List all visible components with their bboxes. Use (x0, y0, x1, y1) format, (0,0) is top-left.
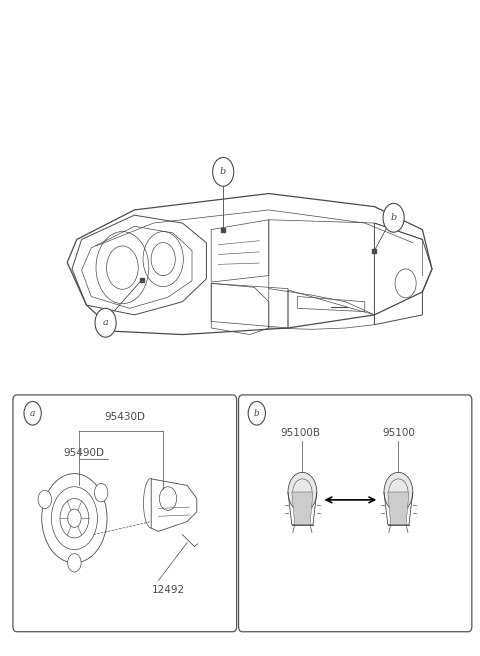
Circle shape (248, 401, 265, 425)
Text: 95100B: 95100B (280, 428, 320, 438)
Text: b: b (220, 167, 227, 176)
Circle shape (384, 472, 413, 512)
Text: b: b (390, 213, 397, 222)
Circle shape (68, 554, 81, 572)
Circle shape (213, 157, 234, 186)
Polygon shape (292, 492, 313, 525)
Text: 95490D: 95490D (63, 447, 105, 458)
Circle shape (24, 401, 41, 425)
Polygon shape (388, 492, 409, 525)
Text: a: a (103, 318, 108, 327)
Circle shape (95, 308, 116, 337)
Circle shape (38, 490, 51, 508)
Text: 95100: 95100 (382, 428, 415, 438)
Circle shape (383, 203, 404, 232)
Text: 95430D: 95430D (104, 411, 145, 422)
Text: a: a (30, 409, 36, 418)
Circle shape (288, 472, 317, 512)
Circle shape (95, 483, 108, 502)
Text: 12492: 12492 (151, 585, 185, 596)
Text: b: b (254, 409, 260, 418)
